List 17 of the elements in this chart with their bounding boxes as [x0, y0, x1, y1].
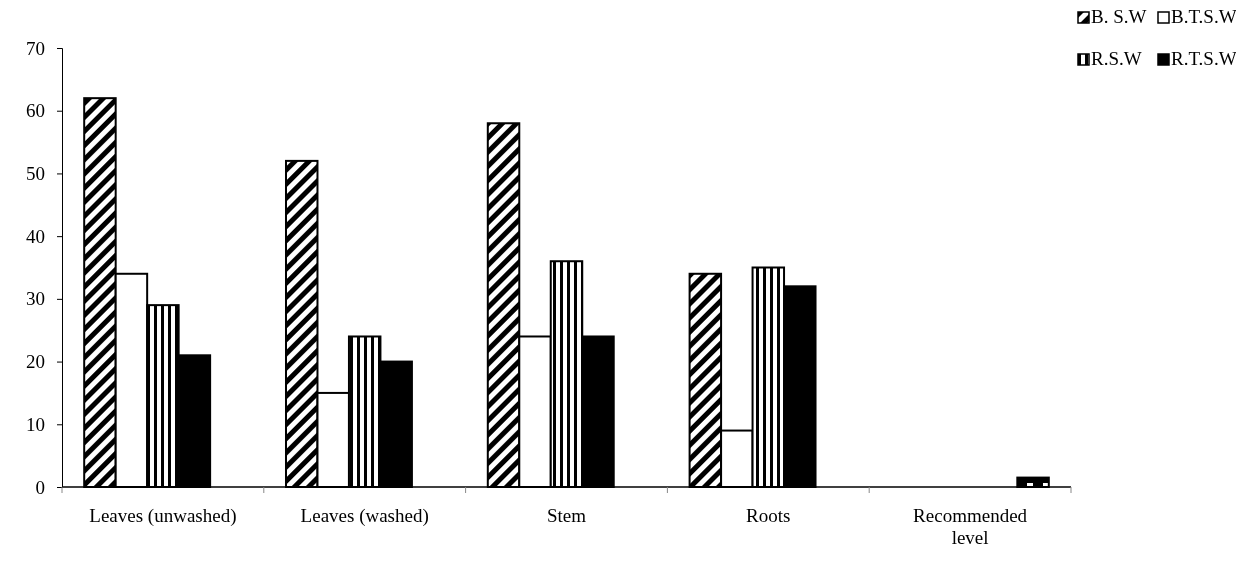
legend-label: R.T.S.W	[1171, 48, 1236, 69]
x-tick-label: Recommended level	[913, 505, 1028, 548]
x-tick-label: Leaves (unwashed)	[89, 505, 237, 527]
legend-label: B.T.S.W	[1171, 6, 1236, 27]
x-tick-label: Stem	[546, 505, 587, 526]
y-tick-label: 50	[26, 163, 45, 185]
legend-label: B. S.W	[1091, 6, 1147, 27]
y-tick-label: 60	[26, 100, 45, 122]
y-tick-label: 10	[26, 413, 45, 435]
y-tick-label: 20	[26, 351, 45, 373]
legend-label: R.S.W	[1091, 48, 1142, 69]
y-tick-label: 30	[26, 288, 45, 310]
y-tick-label: 0	[35, 476, 45, 498]
x-tick-label: Roots	[746, 505, 791, 526]
y-tick-label: 40	[26, 225, 45, 247]
x-tick-label: Leaves (washed)	[300, 505, 429, 527]
y-tick-label: 70	[26, 37, 45, 59]
